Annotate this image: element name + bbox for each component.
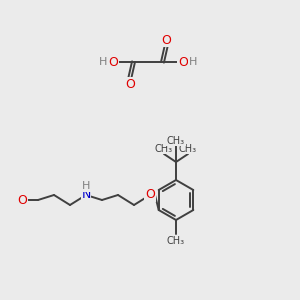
Text: O: O: [145, 188, 155, 202]
Text: O: O: [161, 34, 171, 46]
Text: O: O: [178, 56, 188, 68]
Text: CH₃: CH₃: [155, 144, 173, 154]
Text: N: N: [81, 188, 91, 202]
Text: H: H: [189, 57, 197, 67]
Text: O: O: [125, 77, 135, 91]
Text: CH₃: CH₃: [167, 136, 185, 146]
Text: CH₃: CH₃: [179, 144, 197, 154]
Text: H: H: [82, 181, 90, 191]
Text: H: H: [99, 57, 107, 67]
Text: O: O: [108, 56, 118, 68]
Text: O: O: [17, 194, 27, 206]
Text: CH₃: CH₃: [167, 236, 185, 246]
